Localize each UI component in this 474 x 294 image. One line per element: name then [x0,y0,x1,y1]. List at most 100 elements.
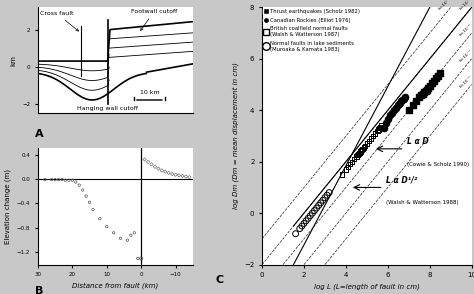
Text: (Cowie & Scholz 1990): (Cowie & Scholz 1990) [407,162,469,167]
Point [55,177,63,182]
Point [321,196,329,200]
Point [41,177,49,182]
Point [310,208,318,213]
Point [378,123,385,128]
Point [313,206,320,211]
Point [380,126,387,131]
Y-axis label: log Dm (Dm = mean displacement in cm): log Dm (Dm = mean displacement in cm) [232,63,238,209]
Point [419,91,427,96]
Point [363,141,371,146]
Text: k=10⁻³: k=10⁻³ [458,24,473,37]
Point [374,127,382,132]
Text: Cross fault: Cross fault [40,11,79,31]
Point [141,157,148,162]
Point [359,146,366,151]
Point [342,167,350,172]
Point [348,159,356,164]
Point [374,128,381,133]
Point [405,108,412,113]
Point [304,216,312,221]
Point [432,76,440,81]
Point [390,108,398,113]
Y-axis label: km: km [10,55,17,66]
Point [350,157,358,161]
Point [421,90,428,95]
Point [361,144,369,149]
Text: L α D¹/²: L α D¹/² [386,176,417,185]
Point [353,154,360,159]
Point [388,111,396,115]
Point [346,162,354,167]
Point [168,172,176,176]
Point [415,95,423,100]
Point [382,121,390,126]
Point [162,169,169,174]
Point [377,125,384,129]
Point [399,98,406,102]
X-axis label: Distance from fault (km): Distance from fault (km) [72,283,158,289]
Text: k=10⁻⁴: k=10⁻⁴ [458,49,473,63]
Point [409,103,417,108]
Point [86,200,93,205]
Point [182,174,190,179]
Text: k=10⁻⁵: k=10⁻⁵ [458,75,473,88]
Text: A: A [35,129,44,139]
Point [367,136,375,141]
Point [418,93,425,97]
Point [338,172,346,177]
Point [51,177,59,182]
Point [360,145,367,150]
Point [392,105,400,110]
Point [172,172,179,177]
Point [158,168,165,173]
Point [317,201,325,205]
Point [298,224,306,228]
Point [307,213,314,218]
Point [384,117,392,122]
Text: k=10⁻²: k=10⁻² [458,0,473,11]
Point [62,178,69,183]
Point [357,149,365,154]
Point [58,177,66,182]
Point [394,103,402,108]
Point [400,96,407,101]
Point [325,190,333,195]
Point [148,162,155,167]
Point [372,131,379,136]
Point [144,160,152,164]
Point [296,226,303,231]
Point [75,183,83,188]
Point [82,194,90,198]
Point [423,87,430,92]
Point [127,233,135,238]
Point [175,173,183,178]
Point [124,238,131,243]
Point [365,139,373,143]
Point [72,180,80,184]
Point [437,71,444,75]
Point [155,166,162,171]
Y-axis label: Elevation change (m): Elevation change (m) [5,169,11,244]
Point [424,86,431,91]
Point [369,134,377,138]
Point [319,198,327,203]
Point [358,148,365,153]
Point [300,221,308,226]
Text: (Walsh & Watterson 1988): (Walsh & Watterson 1988) [386,200,458,205]
Point [434,73,442,78]
Point [430,78,438,83]
Point [69,178,76,183]
Text: B: B [35,285,43,294]
Point [96,216,104,221]
Point [130,230,138,235]
Text: k=10⁻¹: k=10⁻¹ [437,0,452,11]
Point [426,83,434,88]
Point [397,100,404,105]
Point [309,211,316,216]
Point [103,224,110,229]
Point [165,171,173,175]
Text: Hanging wall cutoff: Hanging wall cutoff [77,106,138,111]
Legend: Thrust earthquakes (Scholz 1982), Canadian Rockies (Elliot 1976), British coalfi: Thrust earthquakes (Scholz 1982), Canadi… [263,9,361,52]
Text: C: C [216,275,224,285]
Text: 10 km: 10 km [140,90,159,95]
